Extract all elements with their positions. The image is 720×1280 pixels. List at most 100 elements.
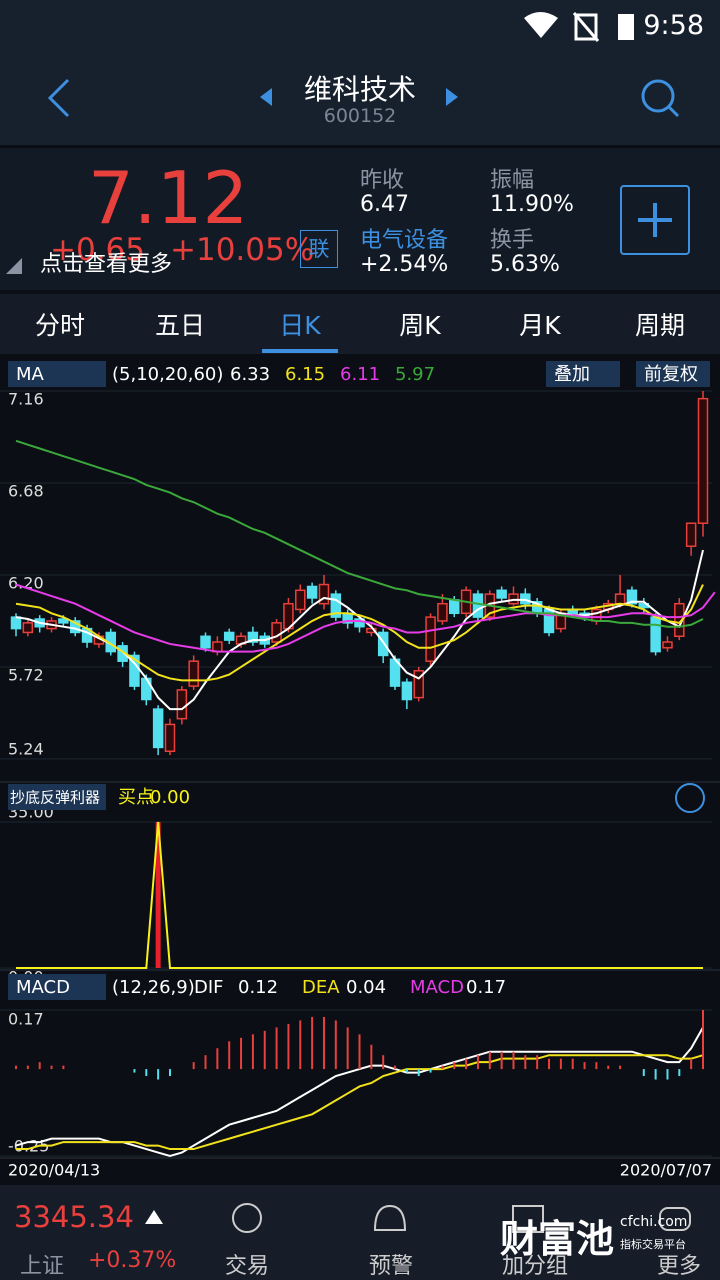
- candle-body: [366, 627, 377, 634]
- tab[interactable]: 周期: [634, 311, 685, 340]
- tab[interactable]: 月K: [519, 311, 561, 340]
- candle-body: [413, 670, 424, 699]
- y-tick-label: 6.20: [8, 573, 44, 592]
- candle-body: [164, 723, 176, 753]
- nav-item[interactable]: 更多: [656, 1254, 701, 1279]
- legend-value: 0.00: [150, 787, 190, 808]
- series-line: [16, 1054, 704, 1151]
- candle-body: [247, 631, 259, 643]
- more-hint[interactable]: 点击查看更多: [40, 252, 173, 277]
- candle-body: [176, 689, 188, 720]
- nav-item[interactable]: 加分组: [501, 1254, 568, 1279]
- nav-item[interactable]: 预警: [368, 1254, 413, 1279]
- x-label: 2020/04/13: [8, 1161, 100, 1180]
- candle-body: [685, 522, 697, 547]
- back-button[interactable]: [44, 76, 74, 120]
- series-line: [15, 584, 704, 682]
- candle-body: [472, 593, 484, 618]
- nav-icons: [232, 1203, 691, 1233]
- tab-underline: [262, 349, 338, 353]
- tab[interactable]: 日K: [279, 311, 321, 340]
- tab[interactable]: 周K: [399, 311, 441, 340]
- legend-name: MACD: [410, 977, 464, 998]
- candle-body: [697, 397, 709, 524]
- series-line: [15, 439, 704, 628]
- indicator-name: 抄底反弹利器: [10, 789, 100, 807]
- ma-legend: 6.33: [230, 364, 270, 385]
- x-label: 2020/07/07: [620, 1161, 712, 1180]
- quote-bg: [0, 148, 720, 290]
- candle-body: [354, 618, 365, 628]
- index-change: +0.37%: [88, 1248, 177, 1273]
- sector-change: +2.54%: [360, 252, 449, 277]
- candle-body: [449, 599, 460, 615]
- legend-value: 0.12: [238, 977, 278, 998]
- series-line: [15, 549, 704, 711]
- candle-body: [330, 593, 342, 618]
- price-change: +0.65: [50, 232, 145, 268]
- y-tick-label: 5.72: [8, 665, 44, 684]
- turnover: 5.63%: [490, 252, 560, 277]
- candle-body: [22, 622, 34, 634]
- legend-value: 0.17: [466, 977, 506, 998]
- candle-body: [626, 589, 638, 605]
- candle-body: [200, 635, 211, 649]
- y-tick-label: 5.24: [8, 739, 44, 758]
- candle-body: [69, 620, 81, 634]
- index-value: 3345.34: [14, 1200, 134, 1234]
- indicator-select-bg: [8, 784, 106, 810]
- candle-body: [662, 641, 673, 649]
- indicator-select-bg: [8, 361, 106, 387]
- indicator-select-bg: [8, 974, 106, 1000]
- candle-body: [58, 618, 69, 624]
- candle-body: [401, 681, 413, 701]
- price-change-pct: +10.05%: [170, 232, 315, 268]
- sector[interactable]: 电气设备: [360, 228, 449, 253]
- legend-name: DIF: [194, 977, 224, 998]
- candle-body: [223, 631, 235, 641]
- status-icons: [524, 12, 634, 42]
- link-button[interactable]: 联: [300, 230, 338, 268]
- candle-body: [271, 622, 282, 643]
- series-line: [16, 821, 703, 969]
- prev-stock[interactable]: [258, 88, 274, 106]
- overlay-button-bg: [546, 361, 620, 387]
- ma-legend: 6.11: [340, 364, 380, 385]
- up-arrow: [145, 1210, 163, 1224]
- adjust-button-bg: [636, 361, 710, 387]
- candle-body: [650, 616, 661, 653]
- candle-body: [614, 593, 626, 605]
- stock-name: 维科技术: [303, 73, 416, 106]
- brand: 财富池: [500, 1217, 615, 1261]
- series-line: [15, 583, 716, 653]
- clock: 9:58: [643, 10, 704, 41]
- candle-body: [591, 608, 602, 622]
- candle-body: [141, 677, 152, 701]
- indicator-params: (5,10,20,60): [112, 364, 223, 385]
- legend-value: 0.04: [346, 977, 386, 998]
- add-button[interactable]: [620, 185, 690, 255]
- y-tick-label: 0.17: [8, 1010, 44, 1029]
- tab[interactable]: 分时: [34, 311, 85, 340]
- chart: 7.16 6.68 6.20 5.72 5.24 MA (5,10,20,60) 6.33 6.…: [0, 361, 720, 1180]
- overlay-button: 叠加: [554, 364, 590, 385]
- tab[interactable]: 五日: [154, 311, 205, 340]
- search-button[interactable]: [638, 76, 682, 120]
- candle-body: [674, 602, 685, 638]
- prev-close: 6.47: [360, 192, 409, 217]
- amplitude-label: 振幅: [490, 168, 535, 193]
- indicator-select: MACD: [16, 977, 70, 998]
- indicator-params: (12,26,9): [112, 977, 195, 998]
- candle-body: [188, 660, 199, 687]
- brand-site: cfchi.com: [620, 1214, 688, 1230]
- footer-bg: [0, 1185, 720, 1280]
- index-name: 上证: [20, 1254, 65, 1279]
- candle-body: [318, 583, 330, 605]
- nav-item[interactable]: 交易: [224, 1254, 269, 1279]
- indicator-select: MA: [16, 364, 45, 385]
- next-stock[interactable]: [444, 88, 460, 106]
- amplitude: 11.90%: [490, 192, 574, 217]
- expand-button[interactable]: [675, 783, 705, 813]
- candle-body: [129, 654, 140, 687]
